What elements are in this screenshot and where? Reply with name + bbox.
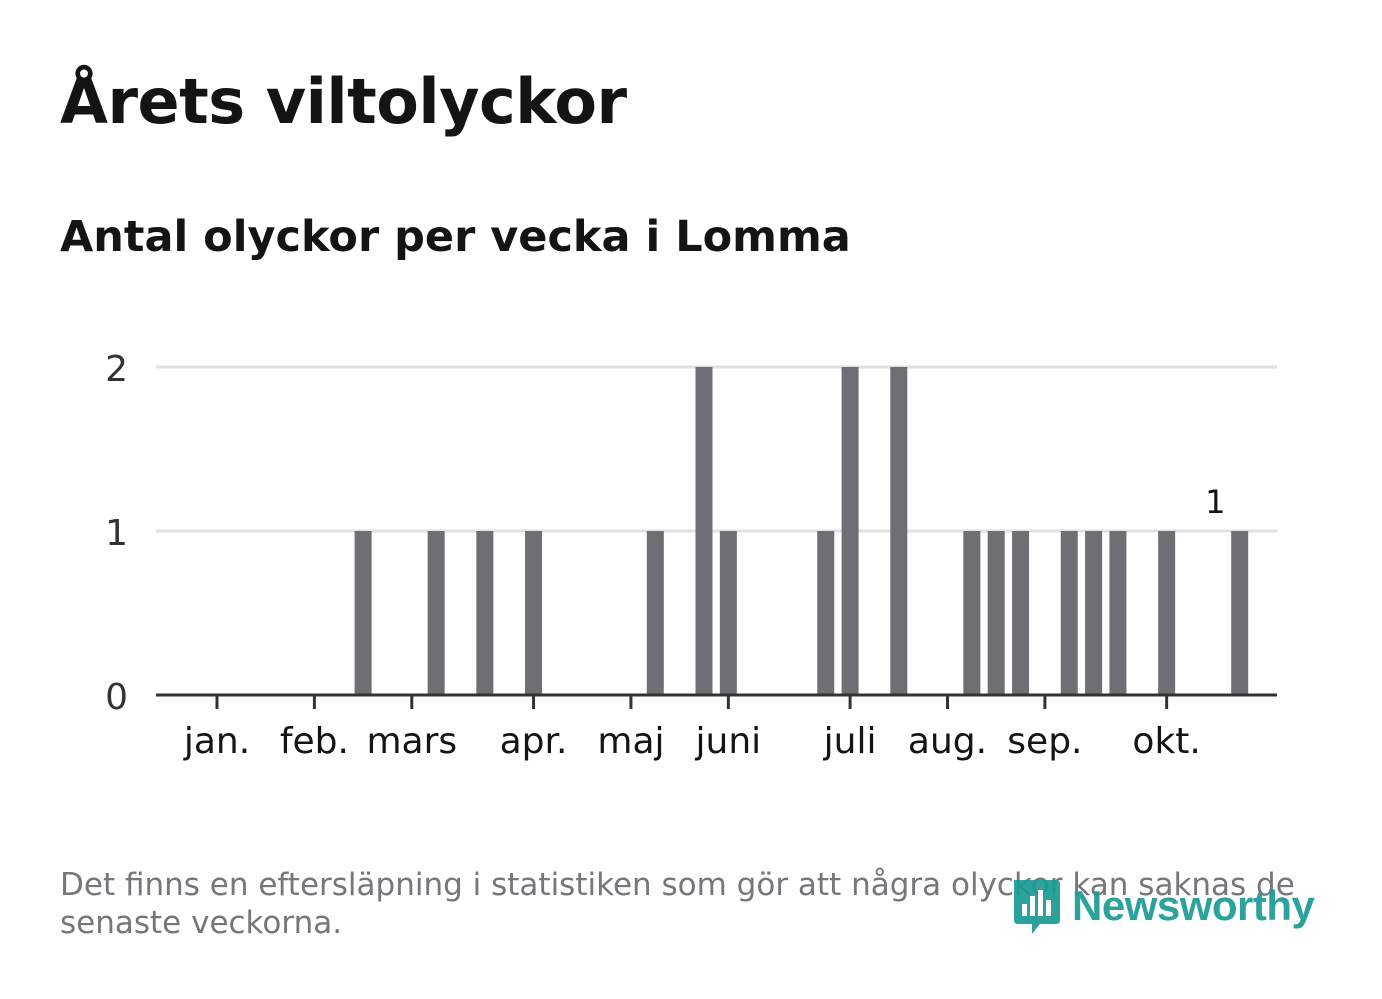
bar bbox=[1109, 531, 1127, 695]
newsworthy-logo[interactable]: Newsworthy bbox=[1010, 870, 1315, 942]
x-tick-label: maj bbox=[597, 721, 664, 762]
x-tick-label: juli bbox=[823, 721, 877, 762]
x-tick-label: mars bbox=[366, 721, 457, 762]
bars bbox=[354, 367, 1249, 695]
grid-lines bbox=[156, 365, 1277, 533]
newsworthy-logo-text: Newsworthy bbox=[1072, 882, 1315, 929]
bar bbox=[695, 367, 713, 695]
x-tick-label: sep. bbox=[1007, 721, 1082, 762]
chart-title: Årets viltolyckor bbox=[60, 65, 627, 138]
bar bbox=[1060, 531, 1078, 695]
x-axis bbox=[156, 693, 1277, 709]
x-tick-label: juni bbox=[695, 721, 762, 762]
labels: 0 1 2 1 jan. feb. mars apr. maj juni juli aug. sep. o… bbox=[105, 349, 1225, 762]
bar bbox=[354, 531, 372, 695]
newsworthy-logo-icon bbox=[1014, 880, 1060, 934]
bar bbox=[525, 531, 543, 695]
y-tick-label: 2 bbox=[105, 349, 128, 390]
bar bbox=[1158, 531, 1176, 695]
bar bbox=[646, 531, 664, 695]
highlight-data-label: 1 bbox=[1205, 483, 1225, 521]
x-tick-label: feb. bbox=[280, 721, 349, 762]
x-tick-label: apr. bbox=[500, 721, 568, 762]
bar bbox=[1085, 531, 1103, 695]
y-tick-label: 1 bbox=[105, 513, 128, 554]
x-tick-label: jan. bbox=[183, 721, 250, 762]
footnote: Det finns en eftersläpning i statistiken… bbox=[60, 867, 1295, 941]
bar bbox=[841, 367, 859, 695]
bar bbox=[1231, 531, 1249, 695]
x-tick-label: okt. bbox=[1132, 721, 1200, 762]
bar bbox=[719, 531, 737, 695]
bar bbox=[817, 531, 835, 695]
chart-subtitle: Antal olyckor per vecka i Lomma bbox=[60, 212, 851, 262]
bar bbox=[987, 531, 1005, 695]
y-tick-label: 0 bbox=[105, 677, 128, 718]
bar bbox=[890, 367, 908, 695]
bar bbox=[1012, 531, 1030, 695]
x-tick-label: aug. bbox=[908, 721, 987, 762]
bar bbox=[476, 531, 494, 695]
bar-chart: 0 1 2 1 jan. feb. mars apr. maj juni juli aug. sep. o… bbox=[105, 349, 1277, 762]
bar bbox=[963, 531, 981, 695]
bar bbox=[427, 531, 445, 695]
